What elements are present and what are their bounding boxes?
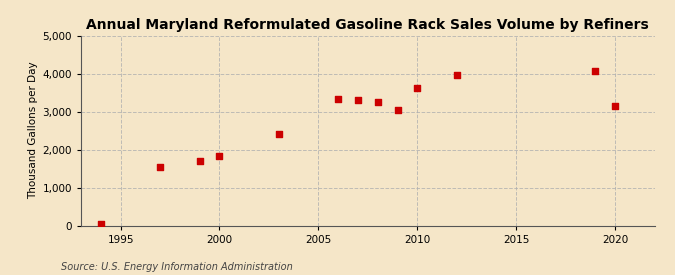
- Point: [333, 97, 344, 101]
- Point: [194, 159, 205, 163]
- Point: [392, 108, 403, 112]
- Point: [412, 86, 423, 90]
- Point: [590, 69, 601, 74]
- Point: [610, 103, 620, 108]
- Point: [95, 221, 106, 226]
- Point: [352, 97, 363, 102]
- Point: [214, 154, 225, 158]
- Text: Source: U.S. Energy Information Administration: Source: U.S. Energy Information Administ…: [61, 262, 292, 272]
- Point: [155, 165, 165, 170]
- Point: [373, 100, 383, 104]
- Title: Annual Maryland Reformulated Gasoline Rack Sales Volume by Refiners: Annual Maryland Reformulated Gasoline Ra…: [86, 18, 649, 32]
- Point: [452, 73, 462, 78]
- Y-axis label: Thousand Gallons per Day: Thousand Gallons per Day: [28, 62, 38, 199]
- Point: [273, 131, 284, 136]
